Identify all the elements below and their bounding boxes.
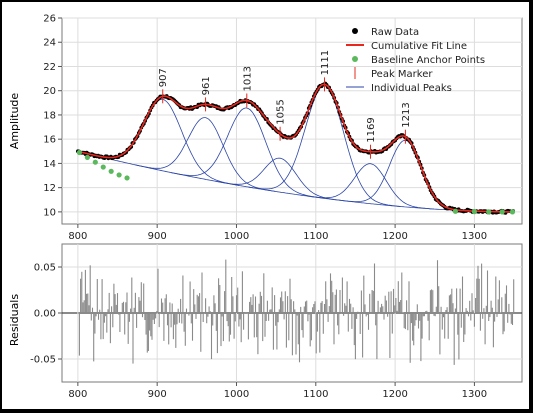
x-tick-label: 800 <box>68 231 87 242</box>
legend-symbol-anchor <box>352 56 358 62</box>
baseline-line <box>77 150 515 213</box>
x-tick-label: 1000 <box>224 231 249 242</box>
bottom-y-axis-label: Residuals <box>8 294 21 346</box>
x-tick-label: 800 <box>68 389 87 400</box>
top-y-axis-label: Amplitude <box>8 93 21 150</box>
x-tick-label: 1300 <box>462 231 487 242</box>
y-tick-label: 12 <box>43 183 56 194</box>
baseline-anchor-point <box>124 175 130 181</box>
individual-peak-1055 <box>216 157 344 202</box>
legend-label: Individual Peaks <box>371 83 452 94</box>
y-tick-label: 22 <box>43 62 56 73</box>
legend-label: Raw Data <box>371 27 419 38</box>
bottom-y-ticks: -0.05 0.00 0.05 <box>30 263 62 366</box>
x-tick-label: 1200 <box>382 231 407 242</box>
peak-label: 961 <box>201 76 212 95</box>
y-tick-label: 10 <box>43 207 56 218</box>
baseline-anchor-point <box>92 159 98 165</box>
figure-frame: 907 961 1013 1055 1111 1169 1213 800 900 1000 110… <box>2 2 529 409</box>
y-tick-label: 26 <box>43 14 56 25</box>
y-tick-label: 20 <box>43 86 56 97</box>
baseline-anchor-point <box>76 149 83 156</box>
bottom-panel: 800 900 1000 1100 1200 1300 -0.05 0.00 0.05 Res… <box>8 243 523 400</box>
y-tick-label: 18 <box>43 110 56 121</box>
y-tick-label: 16 <box>43 135 56 146</box>
top-gridlines <box>62 17 522 224</box>
residual-bars <box>78 259 515 365</box>
peak-label: 907 <box>158 68 169 87</box>
baseline-anchors <box>76 149 516 215</box>
x-tick-label: 1100 <box>303 389 328 400</box>
peak-label: 1111 <box>320 50 331 75</box>
baseline-anchor-point <box>471 209 478 215</box>
cumulative-fit <box>77 83 514 213</box>
cumulative-fit-line <box>77 83 514 213</box>
baseline-anchor-point <box>108 168 114 174</box>
y-tick-label: 0.05 <box>34 263 56 274</box>
legend-label: Peak Marker <box>371 69 433 80</box>
y-tick-label: 0.00 <box>34 309 56 320</box>
top-x-ticks: 800 900 1000 1100 1200 1300 <box>68 224 487 242</box>
individual-peak-961 <box>135 117 276 192</box>
top-y-ticks: 10 12 14 16 18 20 22 24 26 <box>43 14 62 218</box>
peak-label: 1055 <box>276 99 287 124</box>
x-tick-label: 900 <box>148 389 167 400</box>
baseline-anchor-point <box>116 172 122 178</box>
legend: Raw Data Cumulative Fit Line Baseline Anch… <box>346 27 485 94</box>
legend-label: Cumulative Fit Line <box>371 41 467 52</box>
individual-peak-1169 <box>307 163 435 210</box>
chart-svg: 907 961 1013 1055 1111 1169 1213 800 900 1000 110… <box>8 14 523 400</box>
x-tick-label: 1300 <box>462 389 487 400</box>
x-tick-label: 1000 <box>224 389 249 400</box>
y-tick-label: 24 <box>43 38 56 49</box>
y-tick-label: -0.05 <box>30 355 56 366</box>
baseline-anchor-point <box>509 209 516 215</box>
legend-label: Baseline Anchor Points <box>371 55 485 66</box>
x-tick-label: 1200 <box>382 389 407 400</box>
baseline-anchor-point <box>84 154 90 160</box>
top-panel: 907 961 1013 1055 1111 1169 1213 800 900 1000 110… <box>8 14 523 242</box>
x-tick-label: 900 <box>148 231 167 242</box>
y-tick-label: 14 <box>43 159 56 170</box>
x-tick-label: 1100 <box>303 231 328 242</box>
baseline-anchor-point <box>486 209 492 215</box>
individual-peak-1013 <box>170 107 323 199</box>
peak-label: 1169 <box>366 117 377 142</box>
baseline-anchor-point <box>452 208 458 214</box>
baseline-anchor-point <box>499 209 505 215</box>
peak-label: 1213 <box>401 102 412 127</box>
peak-markers: 907 961 1013 1055 1111 1169 1213 <box>158 50 412 159</box>
baseline-anchor-point <box>100 164 106 170</box>
peak-label: 1013 <box>242 66 253 91</box>
bottom-x-ticks: 800 900 1000 1100 1200 1300 <box>68 382 487 400</box>
legend-symbol-raw <box>352 28 358 34</box>
